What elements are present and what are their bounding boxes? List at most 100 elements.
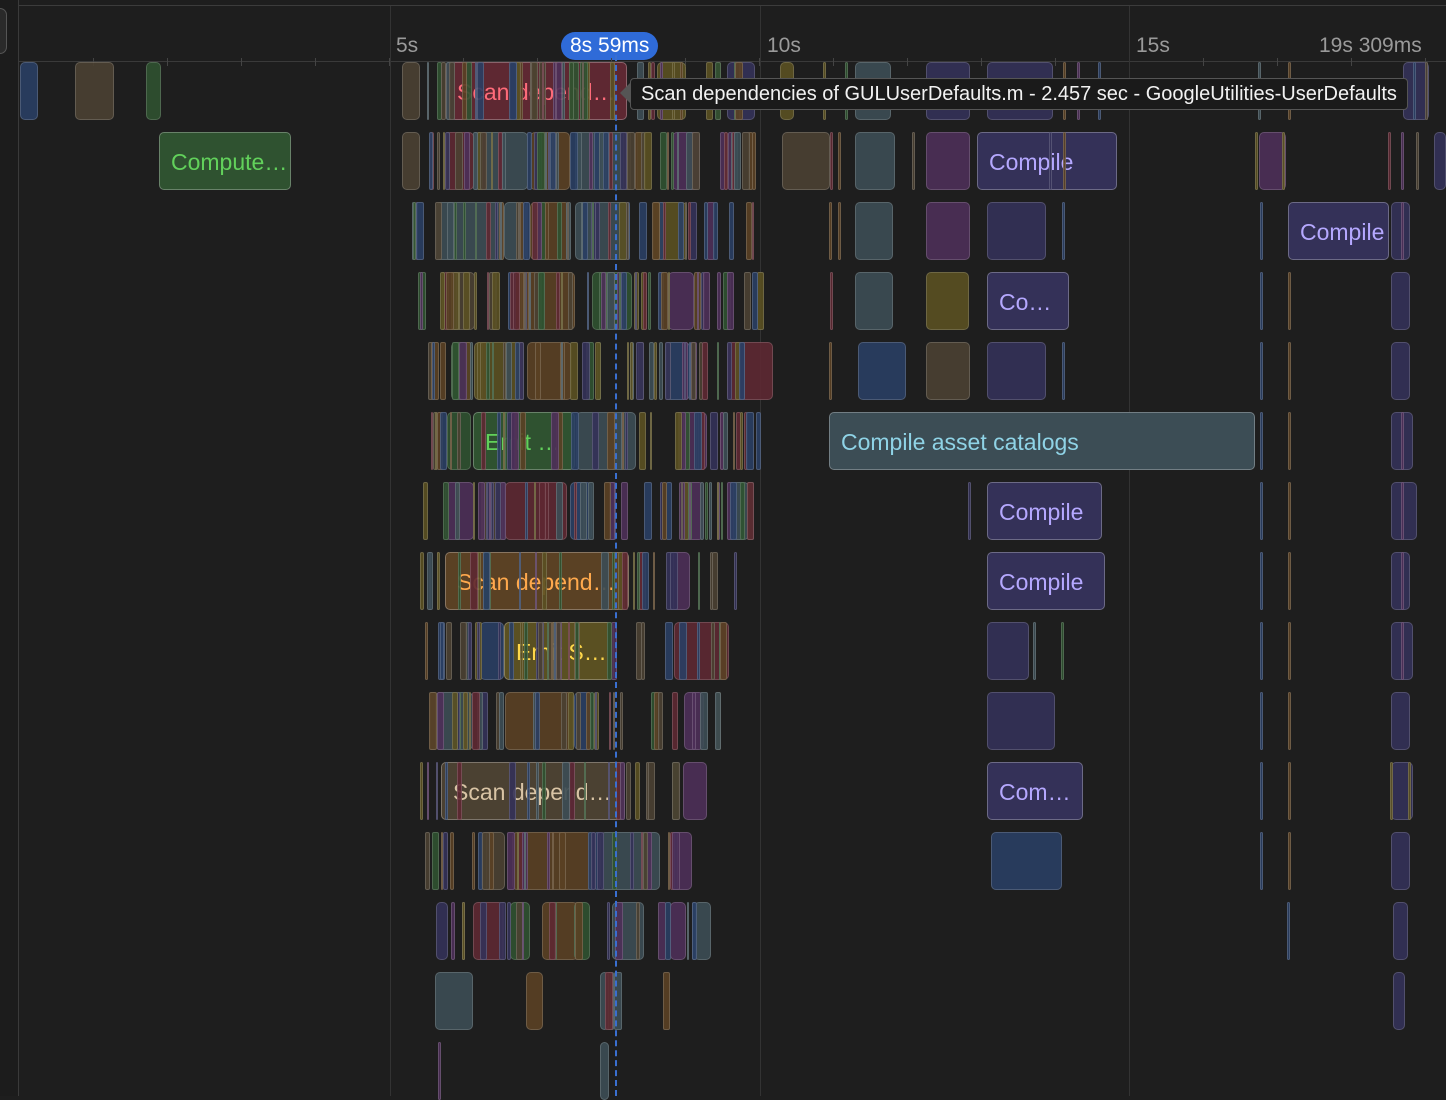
task-sliver[interactable] [601,272,606,330]
task-sliver[interactable] [1062,202,1065,260]
task-sliver[interactable] [639,412,646,470]
task-sliver[interactable] [486,342,490,400]
task-sliver[interactable] [1049,132,1052,190]
task-sliver[interactable] [455,132,463,190]
task-sliver[interactable] [756,412,761,470]
task-sliver[interactable] [627,132,635,190]
task-sliver[interactable] [700,692,708,750]
task-block[interactable] [991,832,1062,890]
task-sliver[interactable] [620,762,625,820]
task-sliver[interactable] [460,622,467,680]
task-sliver[interactable] [607,272,615,330]
task-sliver[interactable] [575,622,579,680]
task-sliver[interactable] [492,342,494,400]
task-sliver[interactable] [477,622,480,680]
task-sliver[interactable] [556,482,563,540]
task-sliver[interactable] [626,762,631,820]
task-sliver[interactable] [454,202,457,260]
task-sliver[interactable] [595,342,601,400]
task-sliver[interactable] [499,692,504,750]
task-sliver[interactable] [829,202,832,260]
task-block[interactable] [1391,342,1410,400]
task-sliver[interactable] [499,902,506,960]
task-sliver[interactable] [684,342,686,400]
task-sliver[interactable] [425,832,430,890]
task-sliver[interactable] [542,762,546,820]
task-sliver[interactable] [636,902,640,960]
task-sliver[interactable] [604,482,611,540]
task-sliver[interactable] [639,202,647,260]
task-compile[interactable]: Compile [1288,202,1389,260]
task-sliver[interactable] [727,342,732,400]
task-sliver[interactable] [644,482,652,540]
task-sliver[interactable] [580,482,587,540]
task-sliver[interactable] [559,552,562,610]
task-sliver[interactable] [742,132,750,190]
task-sliver[interactable] [643,832,648,890]
task-sliver[interactable] [450,412,452,470]
task-sliver[interactable] [522,902,524,960]
task-sliver[interactable] [660,132,667,190]
task-sliver[interactable] [592,412,599,470]
task-sliver[interactable] [440,342,446,400]
task-sliver[interactable] [520,62,523,120]
task-sliver[interactable] [590,692,594,750]
task-sliver[interactable] [513,272,520,330]
task-sliver[interactable] [653,552,655,610]
task-sliver[interactable] [556,62,562,120]
task-sliver[interactable] [838,132,841,190]
task-compute-dependencies[interactable]: Compute dependencies [159,132,291,190]
task-sliver[interactable] [607,622,612,680]
task-sliver[interactable] [463,692,468,750]
task-block[interactable] [20,62,38,120]
task-sliver[interactable] [717,272,721,330]
task-sliver[interactable] [678,202,684,260]
task-block[interactable] [987,622,1029,680]
task-sliver[interactable] [1401,202,1404,260]
task-sliver[interactable] [553,62,556,120]
task-sliver[interactable] [420,272,423,330]
task-sliver[interactable] [694,412,702,470]
task-sliver[interactable] [431,412,433,470]
task-sliver[interactable] [625,412,628,470]
task-sliver[interactable] [458,552,461,610]
task-sliver[interactable] [1401,622,1404,680]
task-sliver[interactable] [469,692,471,750]
task-sliver[interactable] [620,132,627,190]
task-sliver[interactable] [561,272,563,330]
task-sliver[interactable] [455,482,460,540]
task-sliver[interactable] [556,132,559,190]
task-sliver[interactable] [1416,132,1419,190]
task-sliver[interactable] [665,902,671,960]
task-sliver[interactable] [830,272,833,330]
task-block[interactable] [527,342,572,400]
task-sliver[interactable] [545,202,549,260]
task-sliver[interactable] [475,62,477,120]
task-sliver[interactable] [614,972,622,1030]
task-sliver[interactable] [457,412,461,470]
task-sliver[interactable] [487,272,489,330]
task-sliver[interactable] [432,832,439,890]
task-sliver[interactable] [462,902,465,960]
task-block[interactable] [75,62,114,120]
task-sliver[interactable] [717,342,719,400]
task-sliver[interactable] [530,62,532,120]
task-sliver[interactable] [739,342,745,400]
task-sliver[interactable] [498,622,501,680]
task-scan-dependencies[interactable]: Scan dependencies [441,762,625,820]
task-sliver[interactable] [520,622,523,680]
task-sliver[interactable] [1401,412,1404,470]
task-sliver[interactable] [1401,552,1404,610]
task-block[interactable] [683,762,707,820]
task-sliver[interactable] [570,132,578,190]
task-sliver[interactable] [1288,692,1291,750]
task-sliver[interactable] [713,202,718,260]
task-sliver[interactable] [630,832,634,890]
task-sliver[interactable] [724,132,728,190]
task-sliver[interactable] [570,342,578,400]
task-sliver[interactable] [752,132,756,190]
task-sliver[interactable] [622,552,628,610]
task-sliver[interactable] [519,552,521,610]
task-compile[interactable]: Compile [987,482,1102,540]
task-sliver[interactable] [463,202,466,260]
